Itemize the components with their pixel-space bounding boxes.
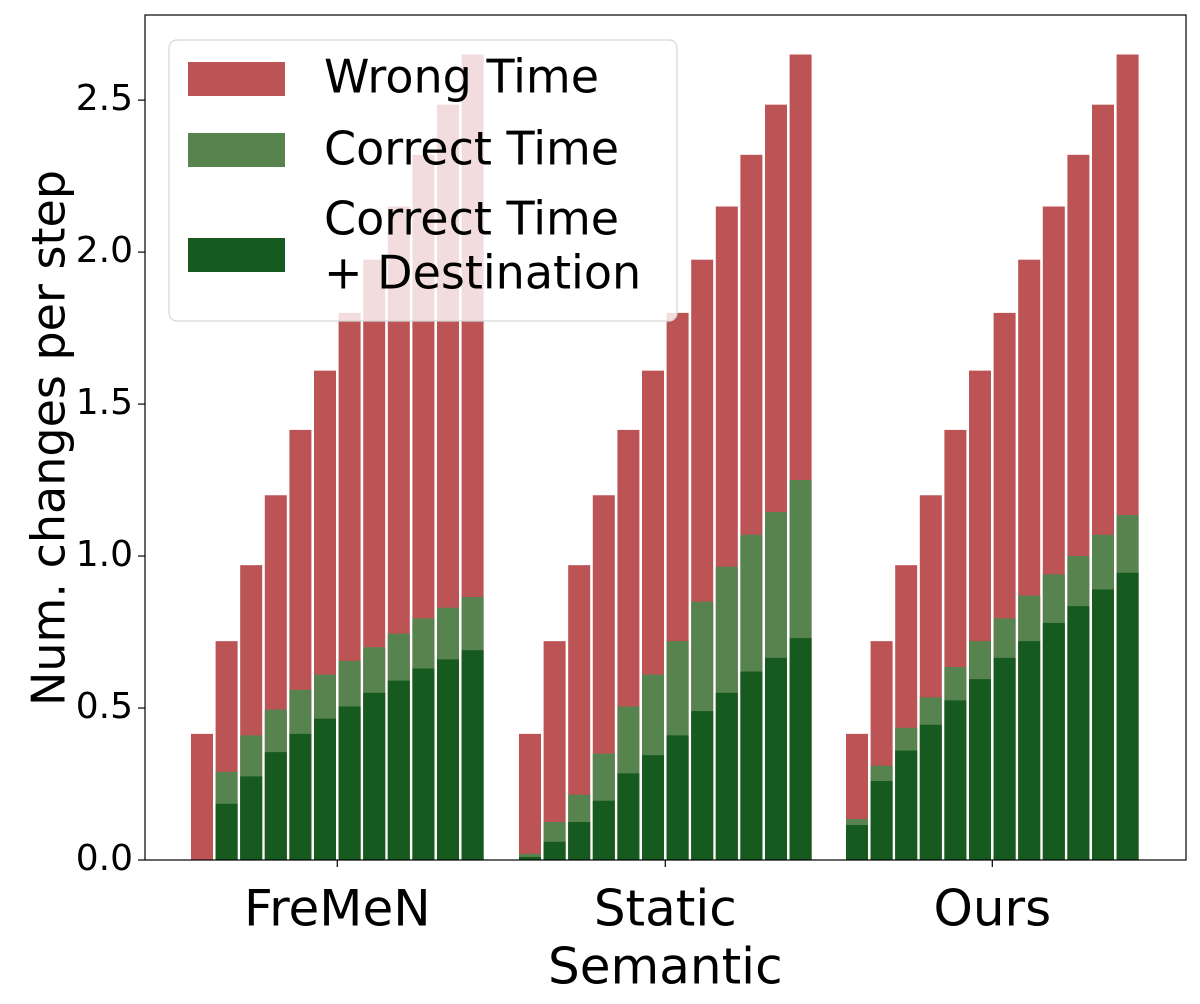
x-tick-label: Static <box>594 880 737 938</box>
legend-swatch <box>188 238 285 272</box>
bar-correct-time-destination <box>519 856 541 860</box>
bar-group <box>846 54 1139 861</box>
bar-correct-time-destination <box>846 825 868 860</box>
legend-label: + Destination <box>324 246 641 300</box>
y-tick-label: 1.0 <box>76 534 133 575</box>
legend-label: Correct Time <box>324 192 619 246</box>
y-axis-label: Num. changes per step <box>22 170 76 706</box>
bar-correct-time-destination <box>314 718 336 860</box>
bar-wrong-time <box>543 641 566 860</box>
legend-swatch <box>188 133 285 167</box>
legend-label: Wrong Time <box>324 50 599 104</box>
bar-correct-time-destination <box>666 735 689 860</box>
bar-correct-time-destination <box>1018 641 1041 860</box>
bar-wrong-time <box>568 565 591 860</box>
bar-correct-time-destination <box>642 755 664 860</box>
y-tick-label: 2.5 <box>76 78 133 119</box>
y-tick-label: 0.0 <box>76 838 133 879</box>
legend-frame <box>168 39 678 322</box>
bar-correct-time-destination <box>363 692 386 860</box>
bar-correct-time-destination <box>387 680 410 860</box>
bar-correct-time-destination <box>215 803 238 860</box>
bar-correct-time-destination <box>1092 589 1114 860</box>
bar-wrong-time <box>191 733 213 860</box>
bar-wrong-time <box>519 733 541 860</box>
bar-group <box>519 54 812 861</box>
bar-correct-time-destination <box>944 700 967 860</box>
x-tick-label: FreMeN <box>244 880 431 938</box>
bar-correct-time-destination <box>568 822 591 860</box>
bar-correct-time-destination <box>1116 572 1139 860</box>
bar-correct-time-destination <box>264 752 287 860</box>
bar-correct-time-destination <box>740 671 763 860</box>
bar-correct-time-destination <box>895 750 918 860</box>
y-tick-label: 1.5 <box>76 382 133 423</box>
legend-swatch <box>188 62 285 96</box>
legend-label: Correct Time <box>324 122 619 176</box>
bar-correct-time-destination <box>715 692 738 860</box>
x-tick-label: Ours <box>933 880 1051 938</box>
x-tick-label: Semantic <box>548 938 783 996</box>
bar-correct-time-destination <box>969 679 991 860</box>
bar-correct-time-destination <box>789 638 812 860</box>
bar-correct-time-destination <box>870 780 893 860</box>
bar-group <box>191 54 484 861</box>
bar-correct-time-destination <box>1042 622 1065 860</box>
bar-correct-time-destination <box>919 724 942 860</box>
bar-correct-time-destination <box>240 776 263 860</box>
bar-correct-time-destination <box>289 733 312 860</box>
bar-correct-time-destination <box>691 711 714 860</box>
bar-correct-time-destination <box>1067 606 1090 860</box>
bar-correct-time-destination <box>338 706 361 860</box>
y-tick-label: 2.0 <box>76 230 133 271</box>
bar-correct-time-destination <box>412 668 435 860</box>
bar-correct-time-destination <box>592 800 615 860</box>
bar-correct-time-destination <box>437 659 459 860</box>
bar-correct-time-destination <box>461 650 484 860</box>
bar-correct-time-destination <box>543 841 566 860</box>
bars-layer <box>191 54 1139 861</box>
y-tick-label: 0.5 <box>76 686 133 727</box>
bar-correct-time-destination <box>993 657 1016 860</box>
bar-correct-time-destination <box>617 773 640 860</box>
bar-correct-time-destination <box>765 657 787 860</box>
